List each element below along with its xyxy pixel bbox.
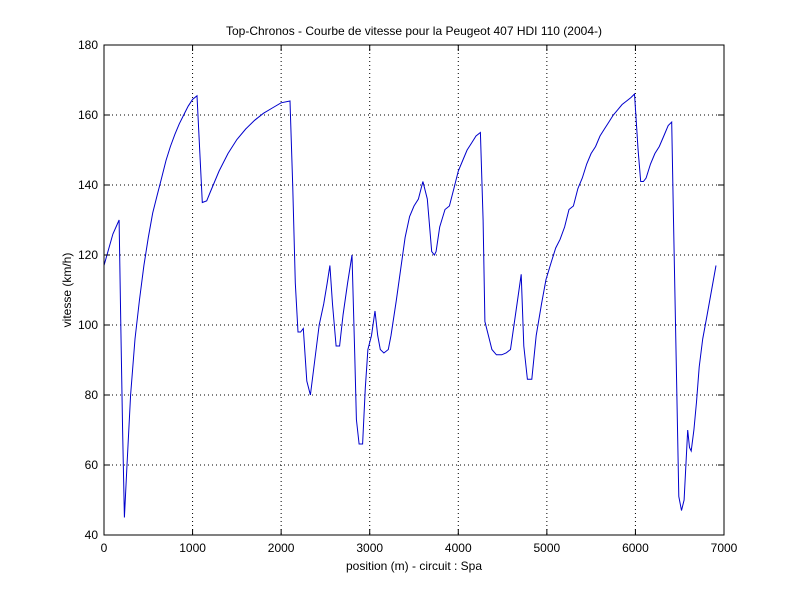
y-tick-label: 60 (85, 458, 99, 472)
y-tick-label: 80 (85, 388, 99, 402)
x-tick-label: 7000 (711, 541, 738, 555)
x-tick-label: 0 (101, 541, 108, 555)
y-tick-label: 160 (78, 108, 98, 122)
x-tick-label: 4000 (445, 541, 472, 555)
y-tick-label: 120 (78, 248, 98, 262)
grid (104, 45, 724, 535)
x-tick-label: 1000 (179, 541, 206, 555)
x-axis-label: position (m) - circuit : Spa (346, 559, 482, 573)
y-tick-label: 100 (78, 318, 98, 332)
y-tick-label: 180 (78, 38, 98, 52)
x-tick-label: 6000 (622, 541, 649, 555)
chart-title: Top-Chronos - Courbe de vitesse pour la … (226, 24, 602, 38)
axes-box (103, 44, 725, 536)
x-tick-label: 5000 (534, 541, 561, 555)
y-tick-label: 40 (85, 528, 99, 542)
x-tick-label: 2000 (268, 541, 295, 555)
speed-line (103, 92, 717, 518)
ticks: 0 1000 2000 3000 4000 5000 6000 7000 40 60 80 100 12… (78, 38, 738, 555)
y-axis-label: vitesse (km/h) (60, 253, 74, 328)
x-tick-label: 3000 (356, 541, 383, 555)
plot-area (104, 45, 724, 535)
y-tick-label: 140 (78, 178, 98, 192)
